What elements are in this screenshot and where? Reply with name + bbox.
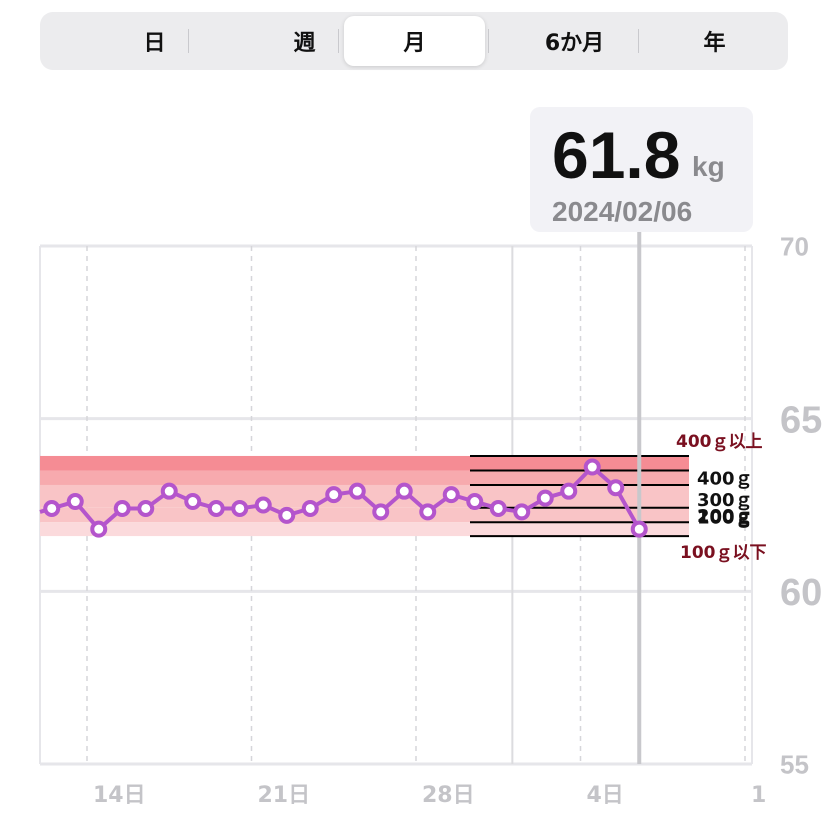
data-point — [113, 499, 131, 517]
tab-divider — [338, 29, 339, 53]
band-label-300: 300ｇ — [697, 490, 753, 511]
y-tick-label: 60 — [780, 572, 822, 614]
threshold-band — [40, 455, 689, 471]
threshold-band — [40, 528, 689, 537]
tab-divider — [638, 29, 639, 53]
data-point — [466, 493, 484, 511]
data-point — [372, 503, 390, 521]
x-tick-label: 21日 — [258, 783, 311, 808]
data-point — [43, 499, 61, 517]
band-label-400: 400ｇ — [697, 469, 753, 490]
band-label-200: 200ｇ — [697, 506, 753, 527]
data-point — [607, 479, 625, 497]
data-point — [137, 499, 155, 517]
tab-month[interactable]: 月 — [344, 16, 485, 66]
tab-year[interactable]: 年 — [703, 31, 726, 56]
tab-divider — [488, 29, 489, 53]
selected-value-readout: 61.8 kg 2024/02/06 — [530, 107, 753, 232]
band-label-over-400: 400ｇ以上 — [676, 432, 763, 452]
data-point — [630, 520, 648, 538]
data-point — [231, 499, 249, 517]
data-point — [278, 506, 296, 524]
data-point — [419, 503, 437, 521]
readout-unit: kg — [692, 151, 725, 182]
band-label-100: 100ｇ — [697, 507, 753, 528]
threshold-band — [40, 470, 689, 485]
data-point — [513, 503, 531, 521]
x-tick-label: 28日 — [422, 783, 475, 808]
threshold-band — [40, 522, 689, 529]
x-tick-label: 1 — [751, 783, 766, 808]
band-label-under-100: 100ｇ以下 — [680, 543, 767, 563]
tab-day[interactable]: 日 — [143, 31, 166, 56]
data-point — [160, 482, 178, 500]
tab-divider — [188, 29, 189, 53]
data-point — [325, 486, 343, 504]
x-tick-label: 4日 — [587, 783, 624, 808]
y-tick-label: 55 — [780, 749, 809, 779]
data-point — [489, 499, 507, 517]
data-point — [348, 482, 366, 500]
data-point — [254, 496, 272, 514]
x-tick-label: 14日 — [93, 783, 146, 808]
tab-week[interactable]: 週 — [293, 31, 316, 56]
data-point — [536, 489, 554, 507]
readout-date: 2024/02/06 — [552, 196, 693, 227]
data-point — [207, 499, 225, 517]
period-segmented-control: 日 週 月 6か月 年 — [40, 12, 788, 70]
readout-value: 61.8 — [552, 118, 681, 192]
y-tick-label: 65 — [780, 399, 822, 441]
tab-six-months[interactable]: 6か月 — [544, 31, 605, 56]
data-point — [583, 458, 601, 476]
data-point — [90, 520, 108, 538]
data-point — [395, 482, 413, 500]
y-tick-label: 70 — [780, 231, 809, 261]
data-point — [301, 499, 319, 517]
data-point — [442, 486, 460, 504]
data-point — [184, 493, 202, 511]
data-point — [66, 493, 84, 511]
data-point — [560, 482, 578, 500]
